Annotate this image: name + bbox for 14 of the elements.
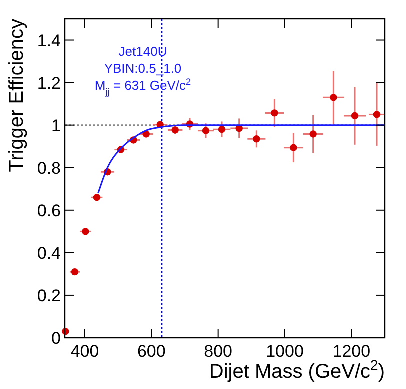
y-tick-label: 0.8 [37,158,61,178]
y-tick-label: 0.2 [37,286,61,306]
y-tick-label: 0.4 [37,244,61,263]
y-tick-label: 0.6 [37,201,61,220]
y-tick-label: 1.4 [37,31,61,50]
y-tick-label: 1.2 [37,74,61,93]
annotation: M$_{jj}$ = 631 GeV/c$^{2}$ [94,77,192,97]
annotation: YBIN:0.5_1.0 [104,61,182,76]
x-tick-label: 400 [70,342,100,361]
annotation: Jet140U [118,44,168,59]
y-tick-label: 0 [52,329,61,348]
y-tick-label: 1 [52,116,61,136]
y-axis-title: Trigger Efficiency [6,19,28,172]
x-tick-label: 600 [137,342,166,361]
